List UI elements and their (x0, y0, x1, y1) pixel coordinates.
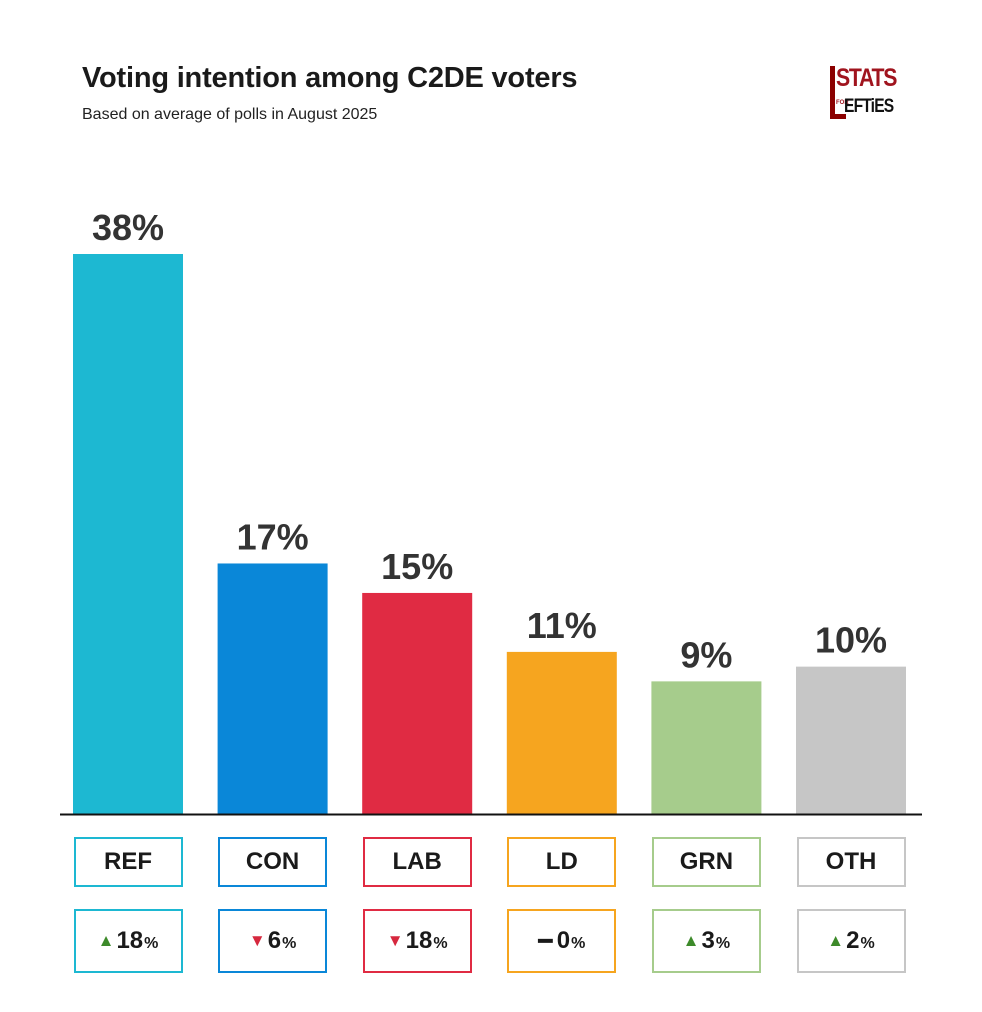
stats-for-lefties-logo: STATS FOR EFTiES (830, 64, 910, 122)
data-label-grn: 9% (680, 634, 732, 675)
bar-ld (506, 651, 617, 814)
party-label-box-ld: LD (507, 837, 617, 887)
party-label-box-oth: OTH (796, 837, 906, 887)
party-label: CON (245, 848, 300, 875)
up-triangle-icon: ▲ (682, 931, 700, 950)
change-value: ▼ 18% (387, 927, 448, 955)
party-label: LAB (392, 848, 442, 875)
change-value: ▲ 18% (98, 927, 159, 955)
bar-con (217, 563, 328, 814)
change-percent-sign: % (282, 934, 297, 952)
bar-oth (796, 666, 906, 814)
change-value: ▼ 6% (249, 927, 296, 955)
data-label-oth: 10% (815, 620, 887, 661)
change-percent-sign: % (571, 934, 586, 952)
party-label: LD (545, 848, 578, 875)
change-box-oth: ▲ 2% (796, 909, 906, 973)
bar-grn (651, 681, 762, 814)
data-label-ref: 38% (92, 207, 164, 248)
logo-text-small: FOR (836, 100, 849, 106)
chart-subtitle: Based on average of polls in August 2025 (82, 106, 378, 123)
change-value: ▲ 2% (827, 927, 874, 955)
change-number: 18 (405, 927, 433, 954)
change-number: 6 (267, 927, 282, 954)
bar-lab (362, 592, 473, 814)
change-percent-sign: % (144, 934, 159, 952)
logo-text-top: STATS (836, 64, 897, 92)
down-triangle-icon: ▼ (386, 931, 404, 950)
up-triangle-icon: ▲ (97, 931, 115, 950)
change-box-grn: ▲ 3% (651, 909, 761, 973)
data-label-lab: 15% (381, 546, 453, 587)
party-label: GRN (679, 848, 734, 875)
party-label: REF (104, 848, 152, 875)
change-percent-sign: % (715, 934, 731, 952)
change-percent-sign: % (860, 934, 875, 952)
change-value: ━ 0% (538, 927, 585, 956)
logo-text-bottom: EFTiES (844, 96, 894, 117)
data-label-ld: 11% (527, 605, 597, 646)
chart-title: Voting intention among C2DE voters (82, 62, 578, 94)
party-label-box-lab: LAB (362, 837, 472, 887)
no-change-dash-icon: ━ (538, 927, 553, 955)
change-number: 18 (116, 927, 144, 954)
change-number: 0 (556, 927, 571, 954)
down-triangle-icon: ▼ (248, 931, 266, 950)
data-label-con: 17% (237, 516, 309, 557)
change-percent-sign: % (433, 934, 448, 952)
change-box-lab: ▼ 18% (362, 909, 472, 973)
change-number: 3 (701, 927, 715, 954)
party-label-box-con: CON (218, 837, 328, 887)
up-triangle-icon: ▲ (827, 931, 845, 950)
party-label: OTH (825, 848, 877, 875)
change-box-ld: ━ 0% (507, 909, 617, 973)
change-value: ▲ 3% (683, 927, 730, 955)
bar-ref (73, 254, 183, 814)
party-label-box-ref: REF (73, 837, 183, 887)
change-box-con: ▼ 6% (218, 909, 328, 973)
change-number: 2 (846, 927, 860, 954)
change-box-ref: ▲ 18% (73, 909, 183, 973)
party-label-box-grn: GRN (651, 837, 761, 887)
